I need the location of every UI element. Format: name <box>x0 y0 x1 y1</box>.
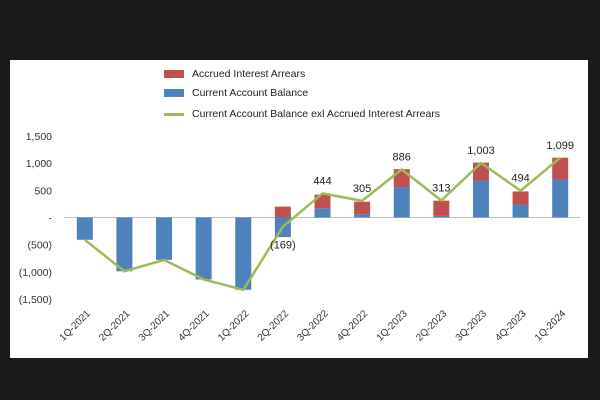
legend-swatch-red-box <box>164 70 184 78</box>
data-label: (169) <box>270 240 296 252</box>
data-label: 313 <box>432 182 450 194</box>
legend-label: Current Account Balance exl Accrued Inte… <box>192 108 441 120</box>
y-tick-label: (1,500) <box>19 294 52 306</box>
x-tick-label: 4Q-2023 <box>493 308 529 344</box>
bar-current-account-balance <box>433 215 450 218</box>
combo-chart: 1,500 1,000 500 - (500) (1,000) (1,500) (169) 44… <box>19 131 580 344</box>
x-tick-label: 2Q-2023 <box>414 308 450 344</box>
bar-current-account-balance <box>156 217 173 260</box>
bar-current-account-balance <box>512 204 529 218</box>
x-tick-label: 1Q-2022 <box>216 308 252 344</box>
bar-current-account-balance <box>552 179 569 218</box>
data-label: 886 <box>393 151 411 163</box>
data-label: 444 <box>313 175 331 187</box>
bar-accrued-interest-arrears <box>354 201 371 215</box>
bar-current-account-balance <box>235 217 252 290</box>
legend-item-current-account-balance: Current Account Balance <box>164 86 308 100</box>
bar-accrued-interest-arrears <box>393 169 410 188</box>
data-label: 1,003 <box>467 145 495 157</box>
x-tick-label: 3Q-2022 <box>295 308 331 344</box>
y-tick-label: 500 <box>34 185 52 197</box>
x-tick-label: 1Q-2023 <box>375 308 411 344</box>
y-tick-label: 1,000 <box>26 158 52 170</box>
bar-current-account-balance <box>314 208 331 218</box>
bar-current-account-balance <box>76 217 93 240</box>
x-tick-label: 1Q-2021 <box>58 308 94 344</box>
legend-item-accrued-interest-arrears: Accrued Interest Arrears <box>164 67 305 81</box>
line-current-account-balance-exl-arrears <box>84 156 561 292</box>
bar-current-account-balance <box>116 217 133 272</box>
x-tick-label: 4Q-2021 <box>176 308 212 344</box>
chart-panel: Accrued Interest Arrears Current Account… <box>10 60 588 358</box>
legend-swatch-green-line <box>164 112 184 116</box>
legend-swatch-blue-box <box>164 89 184 97</box>
y-tick-label: 1,500 <box>26 131 52 143</box>
x-tick-label: 1Q-2024 <box>533 308 569 344</box>
y-tick-label: (1,000) <box>19 267 52 279</box>
data-label: 494 <box>511 173 529 185</box>
legend-label: Current Account Balance <box>192 87 309 99</box>
y-tick-label: - <box>49 213 53 225</box>
bar-accrued-interest-arrears <box>274 206 291 218</box>
data-label: 1,099 <box>546 140 574 152</box>
bar-current-account-balance <box>472 180 489 218</box>
legend-item-current-account-balance-exl-arrears: Current Account Balance exl Accrued Inte… <box>164 107 440 121</box>
bar-accrued-interest-arrears <box>552 157 569 180</box>
x-tick-label: 2Q-2022 <box>256 308 292 344</box>
bar-accrued-interest-arrears <box>433 200 450 216</box>
bar-current-account-balance <box>393 187 410 218</box>
bar-current-account-balance <box>195 217 212 280</box>
bar-current-account-balance <box>354 214 371 218</box>
x-tick-label: 2Q-2021 <box>97 308 133 344</box>
y-tick-label: (500) <box>27 240 52 252</box>
x-tick-label: 4Q-2022 <box>335 308 371 344</box>
bar-accrued-interest-arrears <box>472 162 489 181</box>
bar-accrued-interest-arrears <box>512 191 529 205</box>
legend-label: Accrued Interest Arrears <box>192 68 306 80</box>
data-label: 305 <box>353 183 371 195</box>
x-tick-label: 3Q-2023 <box>454 308 490 344</box>
x-tick-label: 3Q-2021 <box>137 308 173 344</box>
